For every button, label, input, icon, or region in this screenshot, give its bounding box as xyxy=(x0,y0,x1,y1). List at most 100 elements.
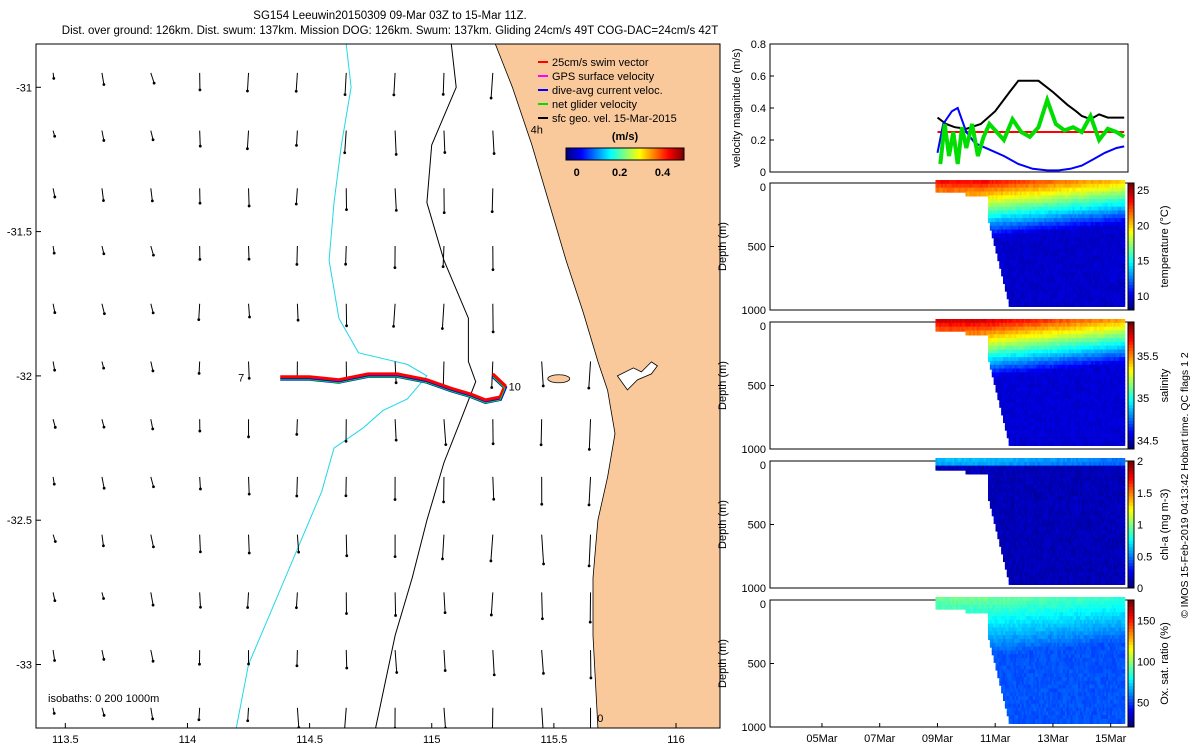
colorbar-cell xyxy=(658,148,661,160)
map-x-tick-label: 115 xyxy=(423,734,441,746)
geo-vector xyxy=(294,188,298,206)
depth-tick-label: 1000 xyxy=(742,305,766,317)
profile-dot xyxy=(1121,418,1126,424)
profile-dot xyxy=(1121,368,1126,374)
geo-vector xyxy=(101,303,106,316)
profile-dot xyxy=(1121,248,1126,254)
map-y-tick-label: -32 xyxy=(16,371,32,383)
profile-dot xyxy=(1121,290,1126,296)
geo-vector xyxy=(150,361,155,373)
geo-vector xyxy=(344,707,347,728)
colorbar-cell xyxy=(587,148,591,160)
colorbar-cell xyxy=(595,148,598,160)
profile-dot xyxy=(1121,263,1126,269)
map-annotation: 0 xyxy=(597,713,603,725)
map-y-tick-label: -32.5 xyxy=(7,515,32,527)
profile-dot xyxy=(1121,383,1126,389)
geo-vector xyxy=(150,303,155,315)
geo-vector xyxy=(393,534,397,559)
profile-dot xyxy=(1121,301,1126,307)
geo-vector xyxy=(492,476,496,501)
legend-entry: 25cm/s swim vector xyxy=(552,57,649,69)
colorbar-cell xyxy=(662,148,665,160)
geo-vector xyxy=(198,650,201,666)
geo-vector xyxy=(150,72,156,85)
geo-vector xyxy=(590,707,592,728)
depth-tick-label: 500 xyxy=(748,242,766,254)
profile-dot xyxy=(1121,395,1126,401)
profile-dot xyxy=(1121,260,1126,266)
profile-dot xyxy=(1121,233,1126,239)
geo-vector xyxy=(197,303,201,322)
geo-vector xyxy=(394,419,398,442)
colorbar-cell xyxy=(666,148,669,160)
legend-entry: GPS surface velocity xyxy=(552,71,655,83)
legend-entry: sfc geo. vel. 15-Mar-2015 xyxy=(552,113,677,125)
geo-vector xyxy=(394,361,398,385)
map-x-tick-label: 116 xyxy=(667,734,685,746)
colorbar-cell xyxy=(636,148,640,160)
colorbar-tick-label: 0.4 xyxy=(655,167,671,179)
geo-vector xyxy=(150,419,155,431)
geo-vector xyxy=(101,72,106,86)
profile-dot xyxy=(1121,237,1126,243)
geo-vector xyxy=(101,361,106,370)
geo-vector xyxy=(393,476,397,501)
section-colorbar-cell xyxy=(1128,214,1134,219)
geo-vector xyxy=(101,188,105,202)
geo-vector xyxy=(345,592,348,615)
geo-vector xyxy=(150,592,155,607)
profile-dot xyxy=(1121,282,1126,288)
section-colorbar-cell xyxy=(1128,195,1134,200)
geo-vector xyxy=(541,592,544,621)
geo-vector xyxy=(539,419,543,447)
profile-dot xyxy=(1121,298,1126,304)
geo-vector xyxy=(345,303,348,328)
geo-vector xyxy=(198,72,202,92)
geo-vector xyxy=(246,72,250,93)
profile-dot xyxy=(1121,364,1126,370)
geo-vector xyxy=(441,72,445,96)
geo-vector xyxy=(295,650,299,668)
geo-vector xyxy=(393,246,397,270)
geo-vector xyxy=(52,419,57,429)
geo-vector xyxy=(198,246,202,261)
colorbar-cell xyxy=(575,148,579,160)
geo-vector xyxy=(295,246,299,266)
geo-vector xyxy=(52,130,57,138)
map-x-tick-label: 113.5 xyxy=(52,734,79,746)
geo-vector xyxy=(296,303,300,322)
map-x-tick-label: 115.5 xyxy=(541,734,568,746)
profile-dot xyxy=(1121,210,1126,216)
geo-vector xyxy=(295,130,298,147)
map-annotation: 4h xyxy=(531,124,543,136)
geo-vector xyxy=(344,419,348,443)
colorbar-cell xyxy=(634,148,638,160)
colorbar-cell xyxy=(577,148,581,160)
profile-dot xyxy=(1121,225,1126,231)
section-colorbar-cell xyxy=(1128,205,1134,209)
geo-vector xyxy=(296,534,301,554)
geo-vector xyxy=(443,592,447,615)
map-frame xyxy=(35,43,721,729)
section-colorbar-cell xyxy=(1128,236,1134,241)
rottnest-island xyxy=(547,374,571,384)
geo-vector xyxy=(247,246,251,261)
colorbar-cell xyxy=(674,148,677,160)
geo-vector xyxy=(52,188,57,199)
geo-vector xyxy=(588,592,592,624)
section-colorbar-cell xyxy=(1128,233,1134,238)
geo-vector xyxy=(52,72,56,80)
section-colorbar-cell xyxy=(1128,246,1134,251)
geo-vector xyxy=(394,650,399,674)
velocity-y-tick-label: 0 xyxy=(760,167,766,179)
colorbar-cell xyxy=(668,148,671,160)
colorbar-cell xyxy=(628,148,632,160)
section-colorbar-cell xyxy=(1128,186,1134,190)
geo-vector xyxy=(541,534,545,566)
geo-vector xyxy=(295,419,299,436)
geo-vector xyxy=(541,707,544,728)
